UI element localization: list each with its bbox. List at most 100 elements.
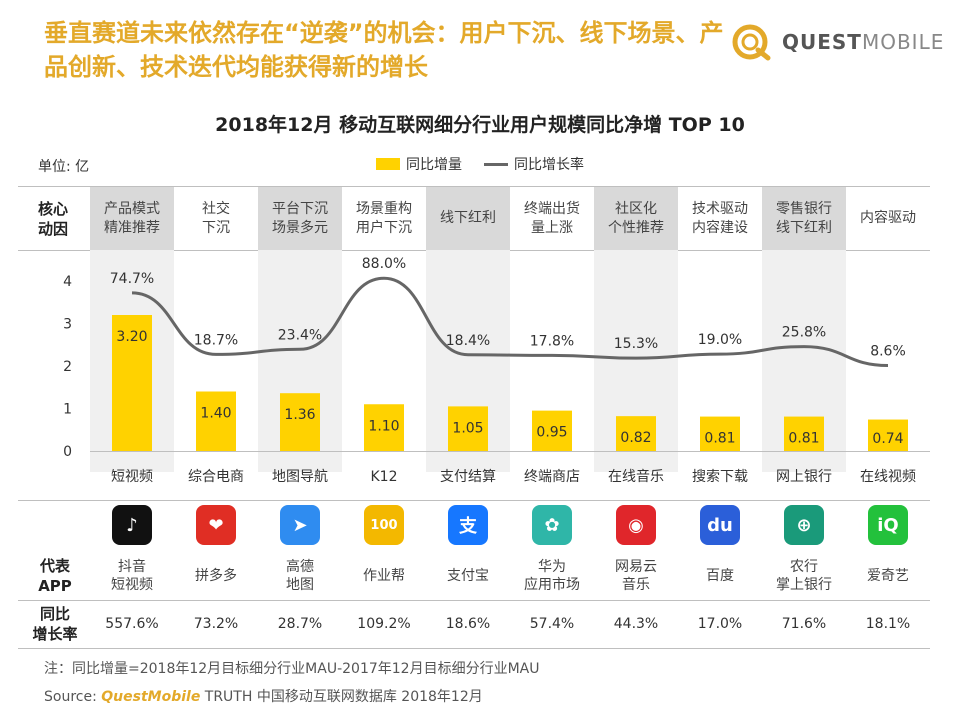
alipay-icon: 支 (448, 505, 488, 545)
x-category-label: 地图导航 (272, 469, 328, 485)
bar-value-label: 0.81 (788, 431, 819, 447)
x-category-label: 终端商店 (524, 469, 580, 485)
growth-rate-label: 25.8% (782, 325, 826, 341)
bar-value-label: 1.36 (284, 407, 315, 423)
growth-rate-label: 23.4% (278, 327, 322, 343)
bar (448, 406, 488, 451)
y-tick-label: 4 (63, 274, 72, 290)
table-top-border (18, 186, 930, 187)
app-icon-glyph: ◉ (628, 514, 644, 536)
growth-rate-label: 18.4% (446, 333, 490, 349)
bar (616, 416, 656, 451)
app-name: 农行 掌上银行 (776, 558, 832, 593)
x-category-label: 短视频 (111, 469, 153, 485)
source-rest: TRUTH 中国移动互联网数据库 2018年12月 (200, 689, 483, 705)
growth-rate-label: 74.7% (110, 271, 154, 287)
netease-music-icon: ◉ (616, 505, 656, 545)
bar-value-label: 0.81 (704, 431, 735, 447)
amap-icon: ➤ (280, 505, 320, 545)
bar (112, 315, 152, 451)
growth-rate-label: 88.0% (362, 256, 406, 272)
driver-cell: 社区化 个性推荐 (594, 187, 678, 250)
questmobile-logo-icon (732, 24, 771, 61)
app-growth-rate: 71.6% (781, 616, 827, 632)
app-icon-glyph: iQ (877, 514, 899, 536)
app-name: 高德 地图 (286, 558, 314, 593)
rate-row-header: 同比 增长率 (20, 601, 90, 647)
app-growth-rate: 57.4% (529, 616, 575, 632)
x-category-label: 在线音乐 (608, 468, 664, 485)
driver-cell: 平台下沉 场景多元 (258, 187, 342, 250)
app-icon-glyph: du (707, 514, 733, 536)
baidu-icon: du (700, 505, 740, 545)
bar (868, 419, 908, 451)
growth-rate-label: 15.3% (614, 336, 658, 352)
x-category-label: 在线视频 (860, 469, 916, 485)
apps-top-border (18, 500, 930, 501)
driver-cell: 终端出货 量上涨 (524, 200, 580, 236)
driver-row-header: 核心 动因 (18, 187, 88, 250)
legend-label-bar: 同比增量 (406, 157, 462, 173)
footnote: 注：同比增量=2018年12月目标细分行业MAU-2017年12月目标细分行业M… (44, 661, 540, 677)
app-row-header-text: 代表 APP (38, 556, 72, 595)
app-name: 支付宝 (447, 567, 489, 584)
bar-value-label: 0.95 (536, 425, 567, 441)
unit-label: 单位: 亿 (38, 159, 90, 175)
bar (784, 416, 824, 451)
bar (196, 391, 236, 451)
bar-value-label: 1.05 (452, 420, 483, 436)
source-brand: QuestMobile (101, 689, 201, 705)
app-name: 抖音 短视频 (111, 558, 153, 593)
driver-cell: 技术驱动 内容建设 (692, 200, 748, 236)
questmobile-logo: QUESTMOBILE (728, 22, 943, 62)
bar-value-label: 0.74 (872, 431, 903, 447)
app-icon-glyph: 100 (370, 517, 398, 533)
app-icon-glyph: ❤ (208, 514, 224, 536)
iqiyi-icon: iQ (868, 505, 908, 545)
y-tick-label: 2 (63, 359, 72, 375)
table-bottom-border (18, 648, 930, 649)
driver-cell: 场景重构 用户下沉 (356, 200, 412, 236)
x-category-label: 综合电商 (188, 469, 244, 485)
source-line: Source: QuestMobile TRUTH 中国移动互联网数据库 201… (44, 686, 483, 706)
app-icon-glyph: ➤ (292, 514, 308, 536)
x-category-label: K12 (371, 469, 398, 485)
driver-cell: 线下红利 (426, 187, 510, 250)
app-growth-rate: 18.1% (865, 616, 911, 632)
douyin-icon: ♪ (112, 505, 152, 545)
app-name: 网易云 音乐 (615, 558, 657, 593)
y-tick-label: 0 (63, 444, 72, 460)
y-tick-label: 3 (63, 317, 72, 333)
driver-cell: 内容驱动 (860, 210, 916, 226)
app-icon-glyph: ♪ (126, 514, 138, 536)
app-growth-rate: 18.6% (445, 616, 491, 632)
huawei-appgallery-icon: ✿ (532, 505, 572, 545)
driver-cell: 零售银行 线下红利 (762, 187, 846, 250)
app-growth-rate: 17.0% (697, 616, 743, 632)
driver-cell: 产品模式 精准推荐 (90, 187, 174, 250)
growth-rate-label: 18.7% (194, 332, 238, 348)
growth-rate-label: 19.0% (698, 332, 742, 348)
app-name: 爱奇艺 (867, 567, 909, 584)
app-icon-glyph: 支 (459, 516, 477, 537)
bar-value-label: 1.10 (368, 418, 399, 434)
chart-title: 2018年12月 移动互联网细分行业用户规模同比净增 TOP 10 (215, 114, 745, 136)
driver-row-header-text: 核心 动因 (37, 199, 68, 238)
app-growth-rate: 109.2% (357, 616, 411, 632)
zuoyebang-icon: 100 (364, 505, 404, 545)
app-icon-glyph: ⊕ (796, 514, 812, 536)
x-category-label: 支付结算 (440, 469, 496, 485)
logo-word-mobile: MOBILE (861, 30, 945, 54)
growth-rate-line (131, 276, 889, 368)
x-category-label: 网上银行 (776, 469, 832, 485)
app-growth-rate: 44.3% (613, 616, 659, 632)
headline: 垂直赛道未来依然存在“逆袭”的机会：用户下沉、线下场景、产品创新、技术迭代均能获… (44, 19, 724, 81)
app-name: 作业帮 (363, 567, 405, 584)
app-row-header: 代表 APP (20, 553, 90, 598)
pinduoduo-icon: ❤ (196, 505, 236, 545)
rate-row-header-text: 同比 增长率 (32, 605, 78, 643)
logo-wordmark: QUESTMOBILE (782, 30, 944, 54)
legend-label-line: 同比增长率 (514, 157, 584, 173)
abc-bank-icon: ⊕ (784, 505, 824, 545)
logo-word-quest: QUEST (782, 30, 862, 54)
